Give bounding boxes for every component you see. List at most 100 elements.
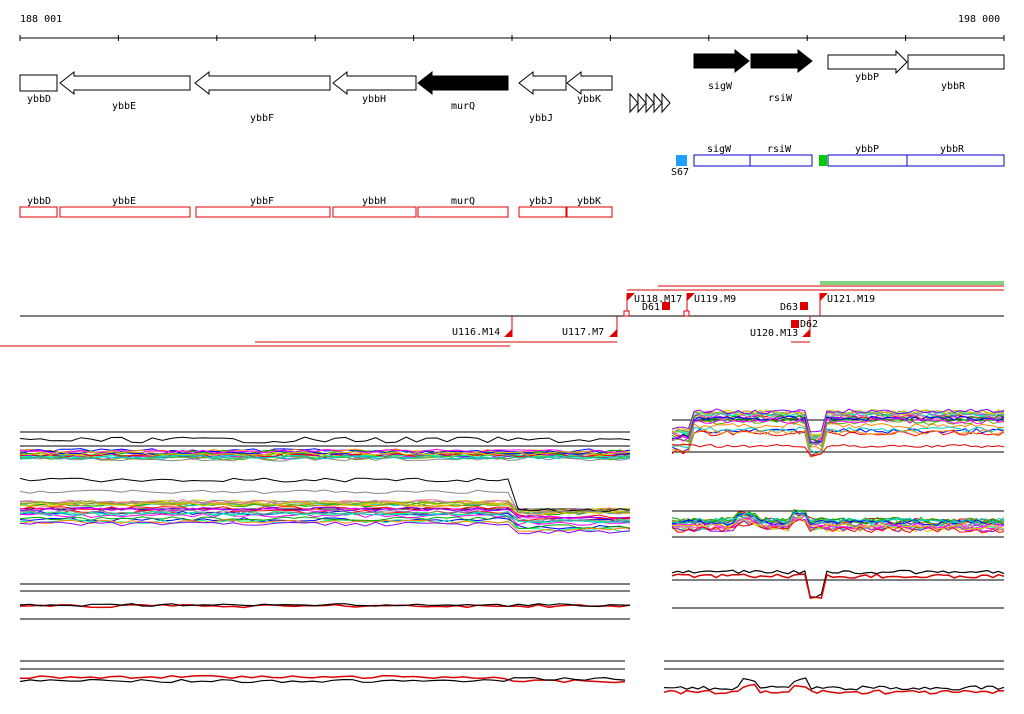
tu-U118[interactable]: U118.M17 <box>623 293 682 317</box>
expression-profile-line <box>19 506 631 520</box>
expression-profile-line <box>19 516 631 530</box>
tu-label: U118.M17 <box>634 294 682 305</box>
expression-profile-line <box>671 515 1005 531</box>
expression-profile-line <box>663 683 1005 695</box>
expression-profile-line <box>671 428 1005 457</box>
expression-profile-line <box>19 602 631 608</box>
red-feature-track <box>19 206 613 218</box>
gene-annotation-track: ybbD ybbE ybbF ybbH murQ ybbJ yb <box>19 48 1005 124</box>
expression-profile-line <box>671 569 1005 598</box>
blue-box-ybbP-ybbR[interactable] <box>827 154 1005 167</box>
gene-ybbH[interactable]: ybbH <box>332 70 417 105</box>
expression-profile-line <box>671 510 1005 525</box>
gene-murQ[interactable]: murQ <box>417 70 509 112</box>
expression-profile-line <box>19 676 626 684</box>
tu-label: U121.M19 <box>827 294 875 305</box>
red-box-ybbK[interactable] <box>566 206 613 218</box>
gene-rsiW[interactable]: rsiW <box>750 48 813 104</box>
expression-profile-line <box>671 509 1004 524</box>
red-label: ybbK <box>577 196 601 207</box>
gene-ybbE[interactable]: ybbE <box>59 70 191 112</box>
blue-feature-track: S67 sigW rsiW ybbP ybbR <box>671 144 1005 178</box>
gene-ybbJ[interactable]: ybbJ <box>518 70 567 124</box>
expression-profile-panels <box>19 408 1005 695</box>
gene-label: ybbK <box>577 94 601 105</box>
coordinate-axis <box>19 35 1005 41</box>
blue-label: ybbR <box>940 144 965 155</box>
tu-label: U120.M13 <box>750 328 798 339</box>
gene-label: rsiW <box>768 93 793 104</box>
terminator-icon <box>629 92 671 114</box>
gene-ybbK[interactable]: ybbK <box>566 70 613 105</box>
axis-start-label: 188 001 <box>20 14 63 25</box>
gene-ybbR[interactable]: ybbR <box>907 54 1005 92</box>
gene-ybbF[interactable]: ybbF <box>194 70 331 124</box>
expression-profile-line <box>671 408 1005 433</box>
gene-label: ybbE <box>112 101 136 112</box>
red-box-ybbE[interactable] <box>59 206 191 218</box>
tu-U117[interactable]: U117.M7 <box>562 316 618 338</box>
axis-end-label: 198 000 <box>958 14 1001 25</box>
expression-profile-line <box>671 512 1005 527</box>
red-box-ybbJ[interactable] <box>518 206 567 218</box>
expression-profile-line <box>671 514 1005 530</box>
d-marker-D62[interactable]: D62 <box>791 319 818 330</box>
gene-label: ybbF <box>250 113 274 124</box>
red-box-ybbD[interactable] <box>19 206 58 218</box>
red-label: ybbD <box>27 196 51 207</box>
expression-profile-line <box>663 677 1005 691</box>
red-label: murQ <box>451 196 475 207</box>
red-track-labels: ybbD ybbE ybbF ybbH murQ ybbJ ybbK <box>27 196 601 207</box>
tu-label: U116.M14 <box>452 327 500 338</box>
gene-sigW[interactable]: sigW <box>693 48 750 92</box>
transcription-unit-track: U118.M17 U119.M9 U121.M19 U116.M14 U117.… <box>0 281 1004 347</box>
expression-profile-line <box>19 519 631 532</box>
gene-label: murQ <box>451 101 475 112</box>
expression-profile-line <box>19 521 631 535</box>
blue-box-sigW-rsiW[interactable] <box>693 154 813 167</box>
red-label: ybbE <box>112 196 136 207</box>
gene-label: ybbR <box>941 81 966 92</box>
expression-profile-line <box>671 415 1005 443</box>
tu-U119[interactable]: U119.M9 <box>683 293 736 317</box>
d-label: D62 <box>800 319 818 330</box>
expression-profile-line <box>671 443 1005 456</box>
red-box-ybbH[interactable] <box>332 206 417 218</box>
tu-label: U119.M9 <box>694 294 736 305</box>
red-box-murQ[interactable] <box>417 206 509 218</box>
d-marker-D63[interactable]: D63 <box>780 302 808 313</box>
gene-label: ybbP <box>855 72 879 83</box>
gene-label: ybbD <box>27 94 51 105</box>
expression-profile-line <box>19 489 631 515</box>
expression-profile-line <box>671 409 1005 437</box>
expression-profile-line <box>19 436 631 444</box>
gene-ybbD[interactable]: ybbD <box>19 74 58 105</box>
gene-ybbP[interactable]: ybbP <box>827 49 908 83</box>
gene-label: sigW <box>708 81 733 92</box>
tu-U116[interactable]: U116.M14 <box>452 316 513 338</box>
expression-profile-line <box>19 477 631 513</box>
expression-profile-line <box>671 409 1005 437</box>
expression-profile-line <box>19 451 631 457</box>
expression-profile-line <box>671 573 1005 599</box>
green-marker[interactable] <box>819 155 827 166</box>
expression-profile-line <box>19 509 631 523</box>
expression-profile-line <box>671 413 1005 440</box>
blue-label: sigW <box>707 144 732 155</box>
s67-marker[interactable] <box>676 155 687 166</box>
tu-U121[interactable]: U121.M19 <box>819 293 875 316</box>
expression-profile-line <box>19 674 626 684</box>
expression-profile-line <box>19 507 631 520</box>
red-box-ybbF[interactable] <box>195 206 331 218</box>
expression-profile-line <box>19 501 631 514</box>
red-label: ybbH <box>362 196 386 207</box>
d-label: D61 <box>642 302 660 313</box>
d-marker-D61[interactable]: D61 <box>642 302 670 313</box>
expression-profile-line <box>19 449 631 455</box>
expression-profile-line <box>19 448 631 454</box>
tu-label: U117.M7 <box>562 327 604 338</box>
expression-profile-line <box>671 426 1005 455</box>
tu-U120[interactable]: U120.M13 <box>750 316 811 339</box>
gene-label: ybbH <box>362 94 386 105</box>
